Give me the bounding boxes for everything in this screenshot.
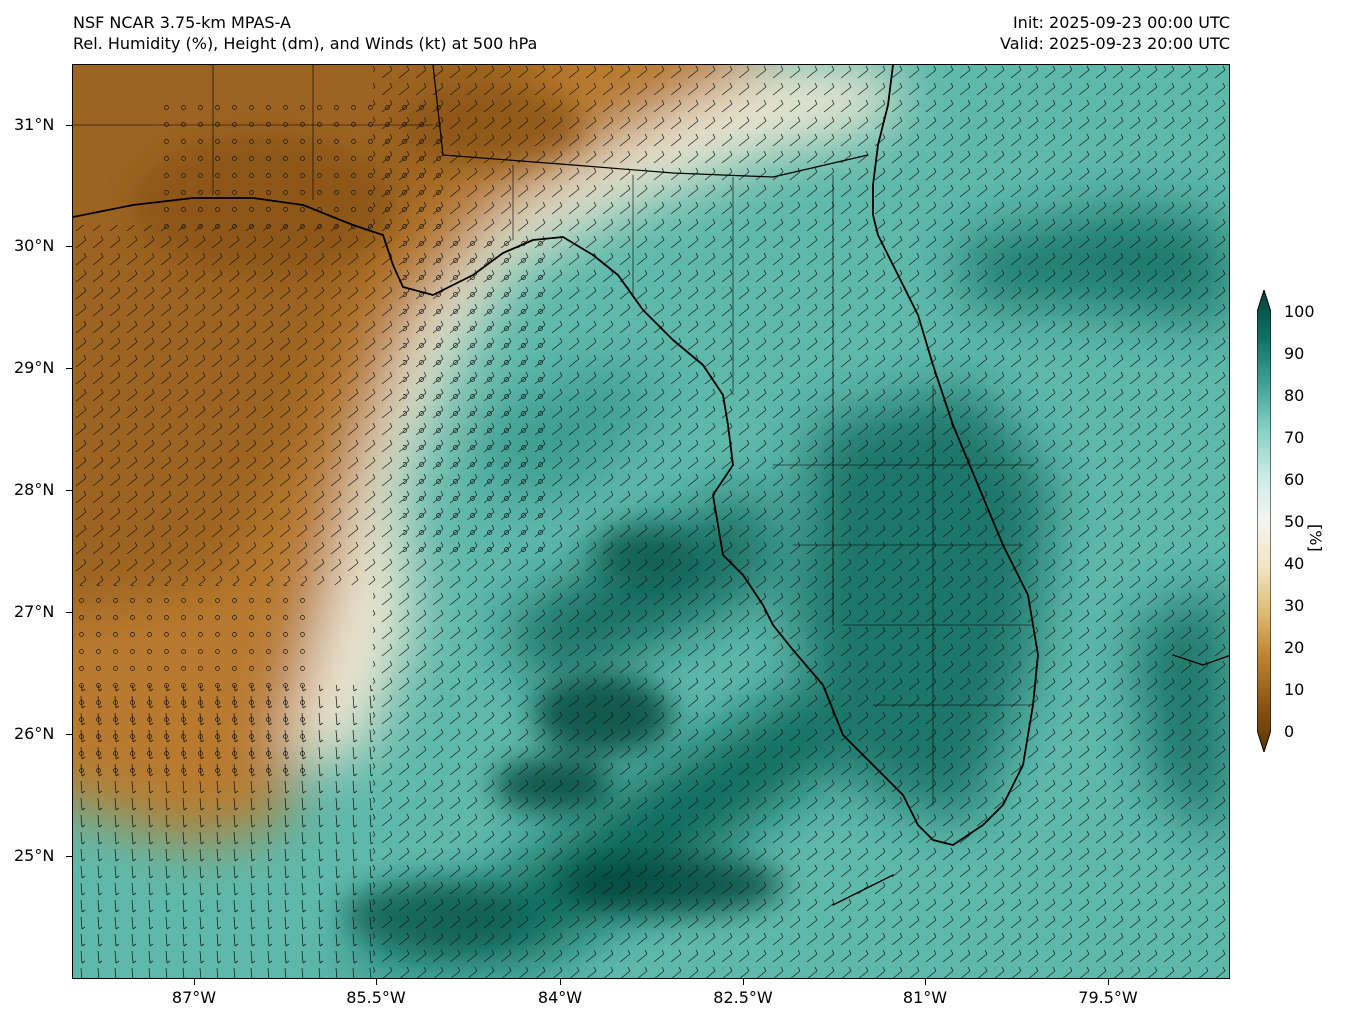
lat-label-30n: 30°N [14, 236, 55, 255]
lat-tick [66, 125, 72, 126]
wind-barbs-nw [73, 225, 373, 585]
lon-label-85-5w: 85.5°W [346, 988, 406, 1007]
calm-wind-markers [73, 585, 313, 775]
state-border [432, 65, 869, 178]
lon-tick [560, 979, 561, 985]
colorbar-unit: [%] [1306, 524, 1325, 552]
humidity-map [73, 65, 1229, 978]
colorbar-tick-40: 40 [1284, 554, 1305, 573]
lat-label-27n: 27°N [14, 602, 55, 621]
lon-tick [925, 979, 926, 985]
colorbar-tick-90: 90 [1284, 344, 1305, 363]
lat-tick [66, 368, 72, 369]
lon-tick [1108, 979, 1109, 985]
lat-tick [66, 734, 72, 735]
keys [832, 874, 894, 906]
colorbar-tick-60: 60 [1284, 470, 1305, 489]
lon-tick [194, 979, 195, 985]
lat-label-25n: 25°N [14, 846, 55, 865]
map-panel [72, 64, 1230, 979]
lon-label-81w: 81°W [902, 988, 948, 1007]
colorbar-tick-80: 80 [1284, 386, 1305, 405]
title-right: Init: 2025-09-23 00:00 UTC Valid: 2025-0… [1000, 12, 1230, 54]
init-time: Init: 2025-09-23 00:00 UTC [1012, 13, 1230, 32]
lon-tick [376, 979, 377, 985]
colorbar-tick-70: 70 [1284, 428, 1305, 447]
colorbar [1257, 290, 1271, 752]
colorbar-tick-0: 0 [1284, 722, 1295, 741]
fields-title: Rel. Humidity (%), Height (dm), and Wind… [73, 34, 538, 53]
colorbar-tick-10: 10 [1284, 680, 1305, 699]
colorbar-tick-50: 50 [1284, 512, 1305, 531]
colorbar-tick-100: 100 [1284, 302, 1315, 321]
florida-coastline [73, 65, 1039, 846]
lon-label-79-5w: 79.5°W [1078, 988, 1138, 1007]
lon-label-87w: 87°W [171, 988, 217, 1007]
title-left: NSF NCAR 3.75-km MPAS-A Rel. Humidity (%… [73, 12, 537, 54]
lat-label-26n: 26°N [14, 724, 55, 743]
lon-tick [743, 979, 744, 985]
colorbar-tick-20: 20 [1284, 638, 1305, 657]
model-title: NSF NCAR 3.75-km MPAS-A [73, 13, 291, 32]
lat-tick [66, 856, 72, 857]
lat-label-29n: 29°N [14, 358, 55, 377]
lat-label-31n: 31°N [14, 115, 55, 134]
lat-tick [66, 612, 72, 613]
lat-label-28n: 28°N [14, 480, 55, 499]
valid-time: Valid: 2025-09-23 20:00 UTC [999, 34, 1230, 53]
lon-label-84w: 84°W [537, 988, 583, 1007]
colorbar-tick-30: 30 [1284, 596, 1305, 615]
lon-label-82-5w: 82.5°W [713, 988, 773, 1007]
lat-tick [66, 246, 72, 247]
lat-tick [66, 490, 72, 491]
